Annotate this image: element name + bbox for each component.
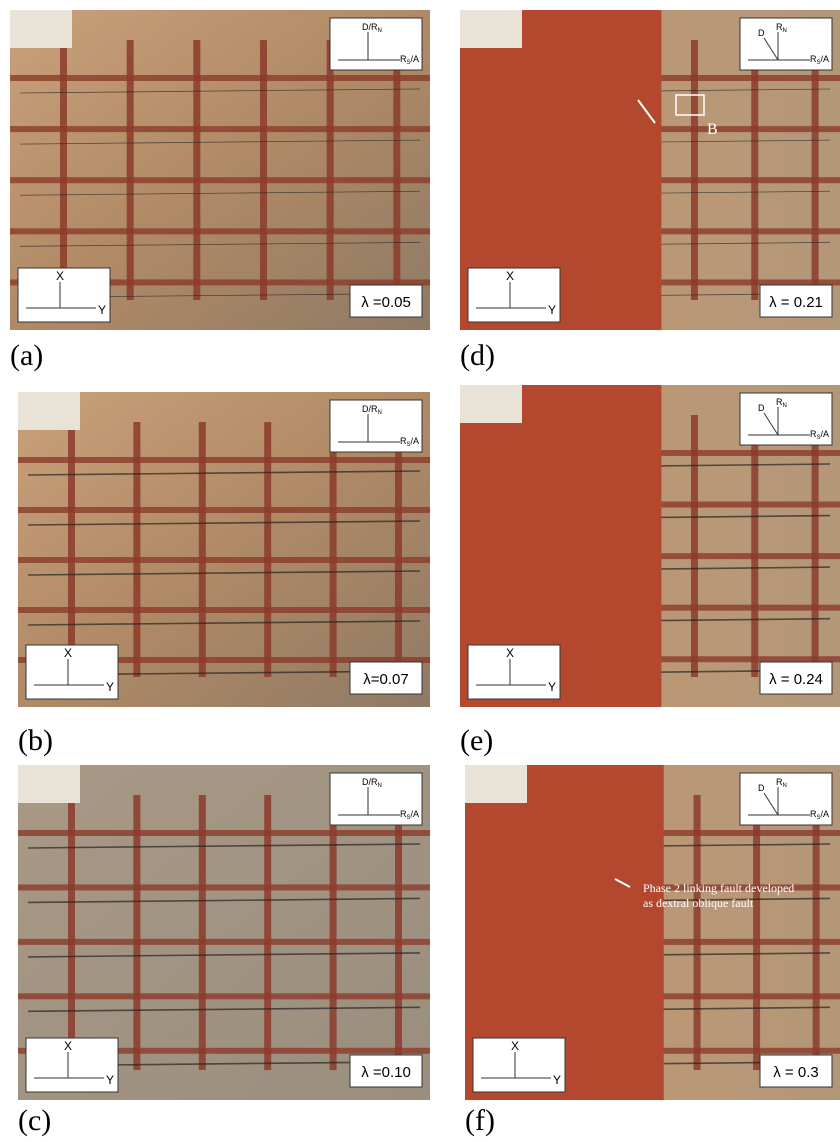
marker-line [753, 795, 760, 1070]
marker-line [10, 177, 430, 183]
axis-y-label: Y [106, 680, 114, 694]
marker-line [10, 228, 430, 234]
marker-line [18, 830, 430, 836]
inset-label: /A [821, 809, 830, 819]
lambda-label: λ = 0.3 [773, 1064, 818, 1081]
inset-label: /A [411, 54, 420, 64]
inset-label: N [783, 28, 787, 34]
inset-label: D [758, 403, 765, 413]
panel: D/RNRS/AXYλ=0.07(b) [18, 392, 430, 757]
marker-line [10, 126, 430, 132]
marker-line [199, 795, 206, 1070]
scale-card [18, 392, 80, 430]
marker-line [264, 795, 271, 1070]
marker-line [68, 795, 75, 1070]
scale-card [465, 765, 527, 803]
axis-x-label: X [64, 646, 72, 660]
inset-label: /A [821, 54, 830, 64]
marker-line [395, 795, 402, 1070]
marker-line [813, 795, 820, 1070]
scale-card [10, 10, 72, 48]
marker-label: B [707, 121, 718, 138]
axis-y-label: Y [553, 1073, 561, 1087]
marker-line [18, 993, 430, 999]
inset-label: N [378, 410, 382, 416]
lambda-label: λ = 0.21 [769, 294, 823, 311]
inset-label: /A [411, 809, 420, 819]
axis-x-label: X [506, 646, 514, 660]
inset-label: N [378, 783, 382, 789]
panel-label: (a) [10, 339, 43, 372]
annotation: as dextral oblique fault [643, 896, 754, 910]
inset-label: D/R [362, 777, 378, 787]
figure: D/RNRS/AXYλ =0.05(a)D/RNRS/AXYλ=0.07(b)D… [0, 0, 840, 1142]
inset-label: D [758, 783, 765, 793]
marker-line [18, 607, 430, 613]
panel-label: (b) [18, 724, 53, 757]
marker-line [330, 795, 337, 1070]
marker-line [18, 507, 430, 513]
lambda-label: λ=0.07 [363, 671, 408, 688]
axis-x-label: X [511, 1039, 519, 1053]
lambda-label: λ =0.05 [361, 294, 411, 311]
panel-label: (d) [460, 339, 495, 372]
marker-line [694, 795, 701, 1070]
lambda-label: λ =0.10 [361, 1064, 411, 1081]
scale-card [460, 385, 522, 423]
axis-x-label: X [64, 1039, 72, 1053]
axis-y-label: Y [106, 1073, 114, 1087]
inset-label: /A [821, 429, 830, 439]
annotation: Phase 2 linking fault developed [643, 881, 794, 895]
panel-label: (f) [465, 1104, 495, 1137]
inset-label: N [378, 28, 382, 34]
marker-line [18, 457, 430, 463]
scale-card [18, 765, 80, 803]
marker-line [18, 939, 430, 945]
scale-card [460, 10, 522, 48]
axis-y-label: Y [548, 680, 556, 694]
panel: D/RNRS/AXYλ =0.10(c) [18, 765, 430, 1137]
inset-label: D [758, 28, 765, 38]
inset-label: N [783, 403, 787, 409]
lambda-label: λ = 0.24 [769, 671, 823, 688]
inset-label: D/R [362, 404, 378, 414]
marker-line [18, 884, 430, 890]
marker-line [10, 75, 430, 81]
inset-label: N [783, 783, 787, 789]
axis-y-label: Y [548, 303, 556, 317]
marker-line [133, 795, 140, 1070]
panel-label: (c) [18, 1104, 51, 1137]
marker-line [18, 557, 430, 563]
axis-x-label: X [506, 269, 514, 283]
axis-y-label: Y [98, 303, 106, 317]
inset-label: /A [411, 436, 420, 446]
inset-label: D/R [362, 22, 378, 32]
axis-x-label: X [56, 269, 64, 283]
panel-label: (e) [460, 724, 493, 757]
